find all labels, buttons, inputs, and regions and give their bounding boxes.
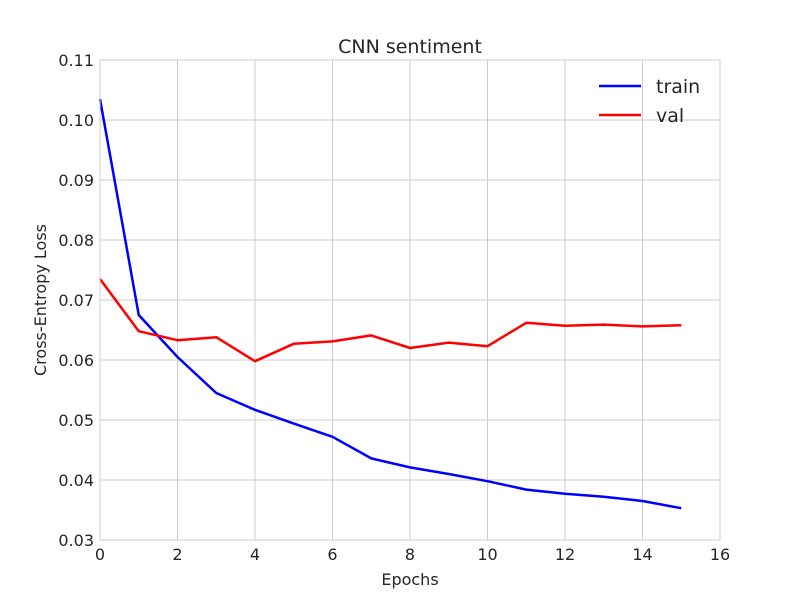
plot-frame	[99, 59, 721, 541]
x-tick-label: 10	[477, 545, 497, 564]
x-tick-label: 6	[327, 545, 337, 564]
y-tick-label: 0.06	[58, 351, 94, 370]
x-tick-label: 8	[405, 545, 415, 564]
legend-label-train: train	[656, 76, 700, 98]
series-lines	[98, 98, 682, 510]
x-tick-label: 16	[710, 545, 730, 564]
x-tick-label: 0	[95, 545, 105, 564]
y-tick-label: 0.03	[58, 531, 94, 550]
y-tick-label: 0.10	[58, 111, 94, 130]
legend-label-val: val	[656, 105, 684, 127]
chart-title: CNN sentiment	[338, 36, 482, 58]
series-line-train	[98, 98, 682, 510]
y-tick-label: 0.07	[58, 291, 94, 310]
y-tick-label: 0.05	[58, 411, 94, 430]
legend: train val	[599, 76, 700, 127]
y-tick-label: 0.11	[58, 51, 94, 70]
x-tick-label: 12	[555, 545, 575, 564]
x-tick-label: 4	[250, 545, 260, 564]
y-axis-title: Cross-Entropy Loss	[31, 224, 50, 376]
x-tick-label: 2	[172, 545, 182, 564]
x-tick-label: 14	[632, 545, 652, 564]
y-tick-label: 0.09	[58, 171, 94, 190]
x-axis-title: Epochs	[381, 570, 438, 589]
series-line-val	[98, 278, 682, 363]
y-tick-label: 0.08	[58, 231, 94, 250]
tick-labels: 0 2 4 6 8 10 12 14 16 0.03 0.04 0.05 0.06 0.07 0.08 0.0…	[58, 51, 730, 564]
y-tick-label: 0.04	[58, 471, 94, 490]
